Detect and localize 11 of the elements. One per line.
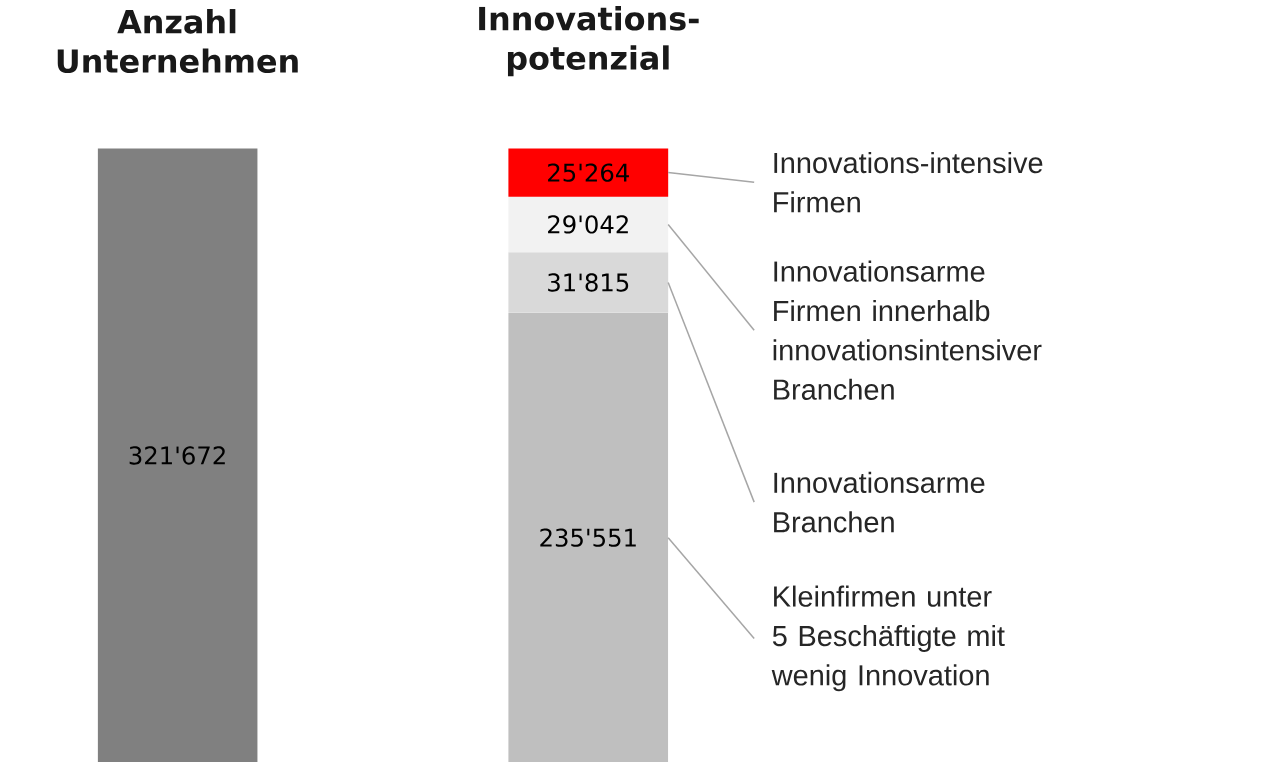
data-label: 321'672 [129,446,225,465]
data-label: 25'264 [548,163,629,182]
x-tick-label: Anzahl Unternehmen [57,8,298,73]
data-label: 235'551 [540,528,636,547]
text: Innovationsarme Firmen innerhalb innovationsintensiver Branchen [773,260,1042,400]
text: Innovationsarme Branchen [774,471,985,533]
text: Innovations-intensive Firmen [774,151,1043,213]
data-label: 29'042 [548,215,628,234]
data-label: 31'815 [548,273,629,292]
text: Kleinfirmen unter 5 Beschäftigte mit wenig Innovation [771,585,1005,692]
x-tick-label: Innovations-potenzial [479,5,699,76]
